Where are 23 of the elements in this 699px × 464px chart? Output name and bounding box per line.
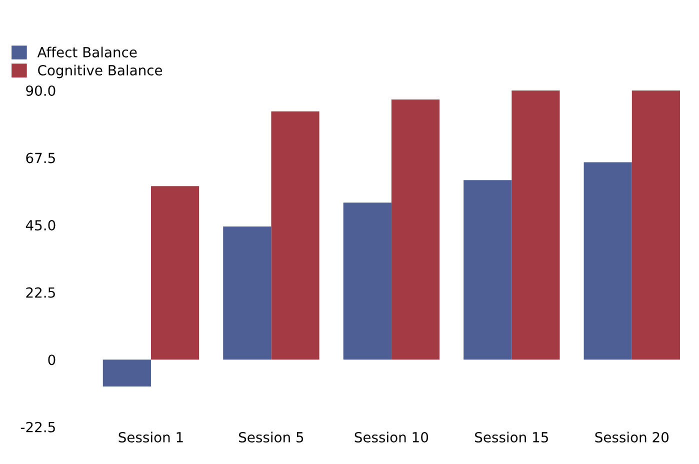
y-tick-label: 90.0 (26, 85, 56, 96)
bar (464, 180, 512, 360)
bar (223, 226, 272, 360)
legend-label: Affect Balance (37, 46, 137, 58)
legend-label: Cognitive Balance (38, 64, 162, 78)
y-tick-label: -22.5 (20, 422, 55, 432)
bar (391, 99, 440, 360)
y-tick-label: 67.5 (26, 152, 55, 164)
x-tick-label: Session 20 (595, 432, 669, 442)
x-tick-label: Session 10 (354, 432, 428, 442)
y-tick-label: 22.5 (26, 287, 55, 298)
x-tick-label: Session 1 (118, 432, 183, 442)
x-tick-label: Session 5 (239, 432, 304, 442)
bar (632, 90, 680, 360)
bar (150, 186, 200, 360)
y-tick-label: 45.0 (26, 220, 56, 231)
bar (343, 202, 392, 360)
x-tick-label: Session 15 (475, 432, 548, 442)
bar (512, 90, 560, 360)
y-tick-label: 0 (48, 354, 56, 366)
bar (584, 162, 632, 360)
bar (271, 111, 320, 360)
bar (102, 360, 151, 387)
